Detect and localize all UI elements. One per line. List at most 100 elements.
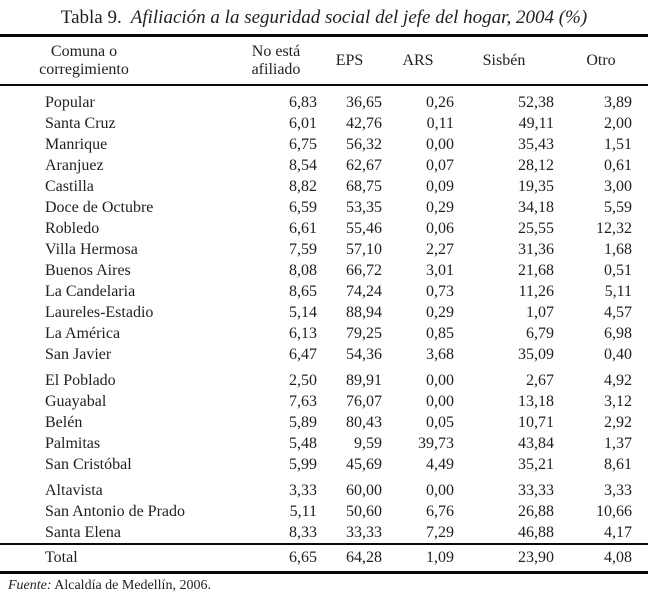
value-cell: 6,47 — [289, 346, 317, 363]
comuna-name: Robledo — [45, 220, 100, 237]
comuna-name: Doce de Octubre — [45, 199, 154, 216]
value-cell: 2,50 — [289, 372, 317, 389]
value-cell: 8,54 — [289, 157, 317, 174]
value-cell: 3,33 — [289, 482, 317, 499]
column-header-no-afiliado: No está afiliado — [251, 42, 301, 78]
value-cell: 0,00 — [426, 372, 454, 389]
value-cell: 0,61 — [604, 157, 632, 174]
value-cell: 23,90 — [518, 549, 554, 566]
table-row: Altavista 3,33 60,00 0,00 33,33 3,33 — [0, 475, 648, 501]
value-cell: 0,85 — [426, 325, 454, 342]
value-cell: 1,51 — [604, 136, 632, 153]
value-cell: 1,37 — [604, 435, 632, 452]
value-cell: 1,68 — [604, 241, 632, 258]
total-label: Total — [45, 549, 78, 566]
value-cell: 11,26 — [518, 283, 554, 300]
table-header: Comuna o corregimiento No está afiliado … — [0, 35, 648, 86]
table-row: Villa Hermosa 7,59 57,10 2,27 31,36 1,68 — [0, 239, 648, 260]
table-title-text: Afiliación a la seguridad social del jef… — [130, 7, 588, 28]
comuna-name: Castilla — [45, 178, 94, 195]
value-cell: 4,08 — [604, 549, 632, 566]
value-cell: 8,65 — [289, 283, 317, 300]
value-cell: 5,48 — [289, 435, 317, 452]
header-row: Comuna o corregimiento No está afiliado … — [0, 36, 648, 86]
source-text: Alcaldía de Medellín, 2006. — [51, 578, 211, 593]
value-cell: 5,14 — [289, 304, 317, 321]
table-row: Santa Elena 8,33 33,33 7,29 46,88 4,17 — [0, 522, 648, 544]
value-cell: 0,06 — [426, 220, 454, 237]
comuna-name: El Poblado — [45, 372, 116, 389]
value-cell: 66,72 — [346, 262, 382, 279]
value-cell: 88,94 — [346, 304, 382, 321]
value-cell: 0,26 — [426, 94, 454, 111]
value-cell: 6,83 — [289, 94, 317, 111]
value-cell: 39,73 — [418, 435, 454, 452]
comuna-name: Aranjuez — [45, 157, 104, 174]
value-cell: 6,61 — [289, 220, 317, 237]
value-cell: 2,67 — [526, 372, 554, 389]
value-cell: 25,55 — [518, 220, 554, 237]
table-row: Belén 5,89 80,43 0,05 10,71 2,92 — [0, 412, 648, 433]
comuna-name: Villa Hermosa — [45, 241, 138, 258]
value-cell: 52,38 — [518, 94, 554, 111]
value-cell: 0,40 — [604, 346, 632, 363]
comuna-name: San Antonio de Prado — [45, 503, 185, 520]
value-cell: 35,09 — [518, 346, 554, 363]
table-row: Castilla 8,82 68,75 0,09 19,35 3,00 — [0, 176, 648, 197]
value-cell: 2,92 — [604, 414, 632, 431]
column-header-otro: Otro — [586, 51, 616, 69]
value-cell: 49,11 — [518, 115, 554, 132]
value-cell: 19,35 — [518, 178, 554, 195]
table-row: Guayabal 7,63 76,07 0,00 13,18 3,12 — [0, 391, 648, 412]
table-row: San Cristóbal 5,99 45,69 4,49 35,21 8,61 — [0, 454, 648, 475]
comuna-name: La Candelaria — [45, 283, 136, 300]
value-cell: 43,84 — [518, 435, 554, 452]
value-cell: 50,60 — [346, 503, 382, 520]
value-cell: 62,67 — [346, 157, 382, 174]
column-header-sisben: Sisbén — [482, 51, 526, 69]
comuna-name: Altavista — [45, 482, 103, 499]
value-cell: 7,29 — [426, 524, 454, 541]
table-row: Manrique 6,75 56,32 0,00 35,43 1,51 — [0, 134, 648, 155]
value-cell: 6,75 — [289, 136, 317, 153]
value-cell: 33,33 — [518, 482, 554, 499]
value-cell: 26,88 — [518, 503, 554, 520]
value-cell: 2,27 — [426, 241, 454, 258]
value-cell: 6,59 — [289, 199, 317, 216]
value-cell: 0,11 — [426, 115, 454, 132]
value-cell: 0,07 — [426, 157, 454, 174]
table-row: El Poblado 2,50 89,91 0,00 2,67 4,92 — [0, 365, 648, 391]
value-cell: 6,98 — [604, 325, 632, 342]
comuna-name: Belén — [45, 414, 83, 431]
table-row: Doce de Octubre 6,59 53,35 0,29 34,18 5,59 — [0, 197, 648, 218]
value-cell: 4,17 — [604, 524, 632, 541]
value-cell: 79,25 — [346, 325, 382, 342]
value-cell: 74,24 — [346, 283, 382, 300]
value-cell: 6,79 — [526, 325, 554, 342]
value-cell: 4,57 — [604, 304, 632, 321]
value-cell: 53,35 — [346, 199, 382, 216]
value-cell: 89,91 — [346, 372, 382, 389]
value-cell: 13,18 — [518, 393, 554, 410]
table-title: Tabla 9. Afiliación a la seguridad social… — [0, 0, 648, 30]
value-cell: 8,33 — [289, 524, 317, 541]
comuna-name: Manrique — [45, 136, 108, 153]
table-row: Robledo 6,61 55,46 0,06 25,55 12,32 — [0, 218, 648, 239]
value-cell: 33,33 — [346, 524, 382, 541]
total-row: Total 6,65 64,28 1,09 23,90 4,08 — [0, 544, 648, 573]
value-cell: 0,00 — [426, 482, 454, 499]
value-cell: 3,89 — [604, 94, 632, 111]
value-cell: 21,68 — [518, 262, 554, 279]
comuna-name: Guayabal — [45, 393, 107, 410]
table-row: Santa Cruz 6,01 42,76 0,11 49,11 2,00 — [0, 113, 648, 134]
table-row: Aranjuez 8,54 62,67 0,07 28,12 0,61 — [0, 155, 648, 176]
value-cell: 0,29 — [426, 199, 454, 216]
value-cell: 9,59 — [354, 435, 382, 452]
comuna-name: Santa Cruz — [45, 115, 116, 132]
comuna-name: Popular — [45, 94, 95, 111]
value-cell: 3,12 — [604, 393, 632, 410]
value-cell: 64,28 — [346, 549, 382, 566]
comuna-name: La América — [45, 325, 121, 342]
value-cell: 4,92 — [604, 372, 632, 389]
